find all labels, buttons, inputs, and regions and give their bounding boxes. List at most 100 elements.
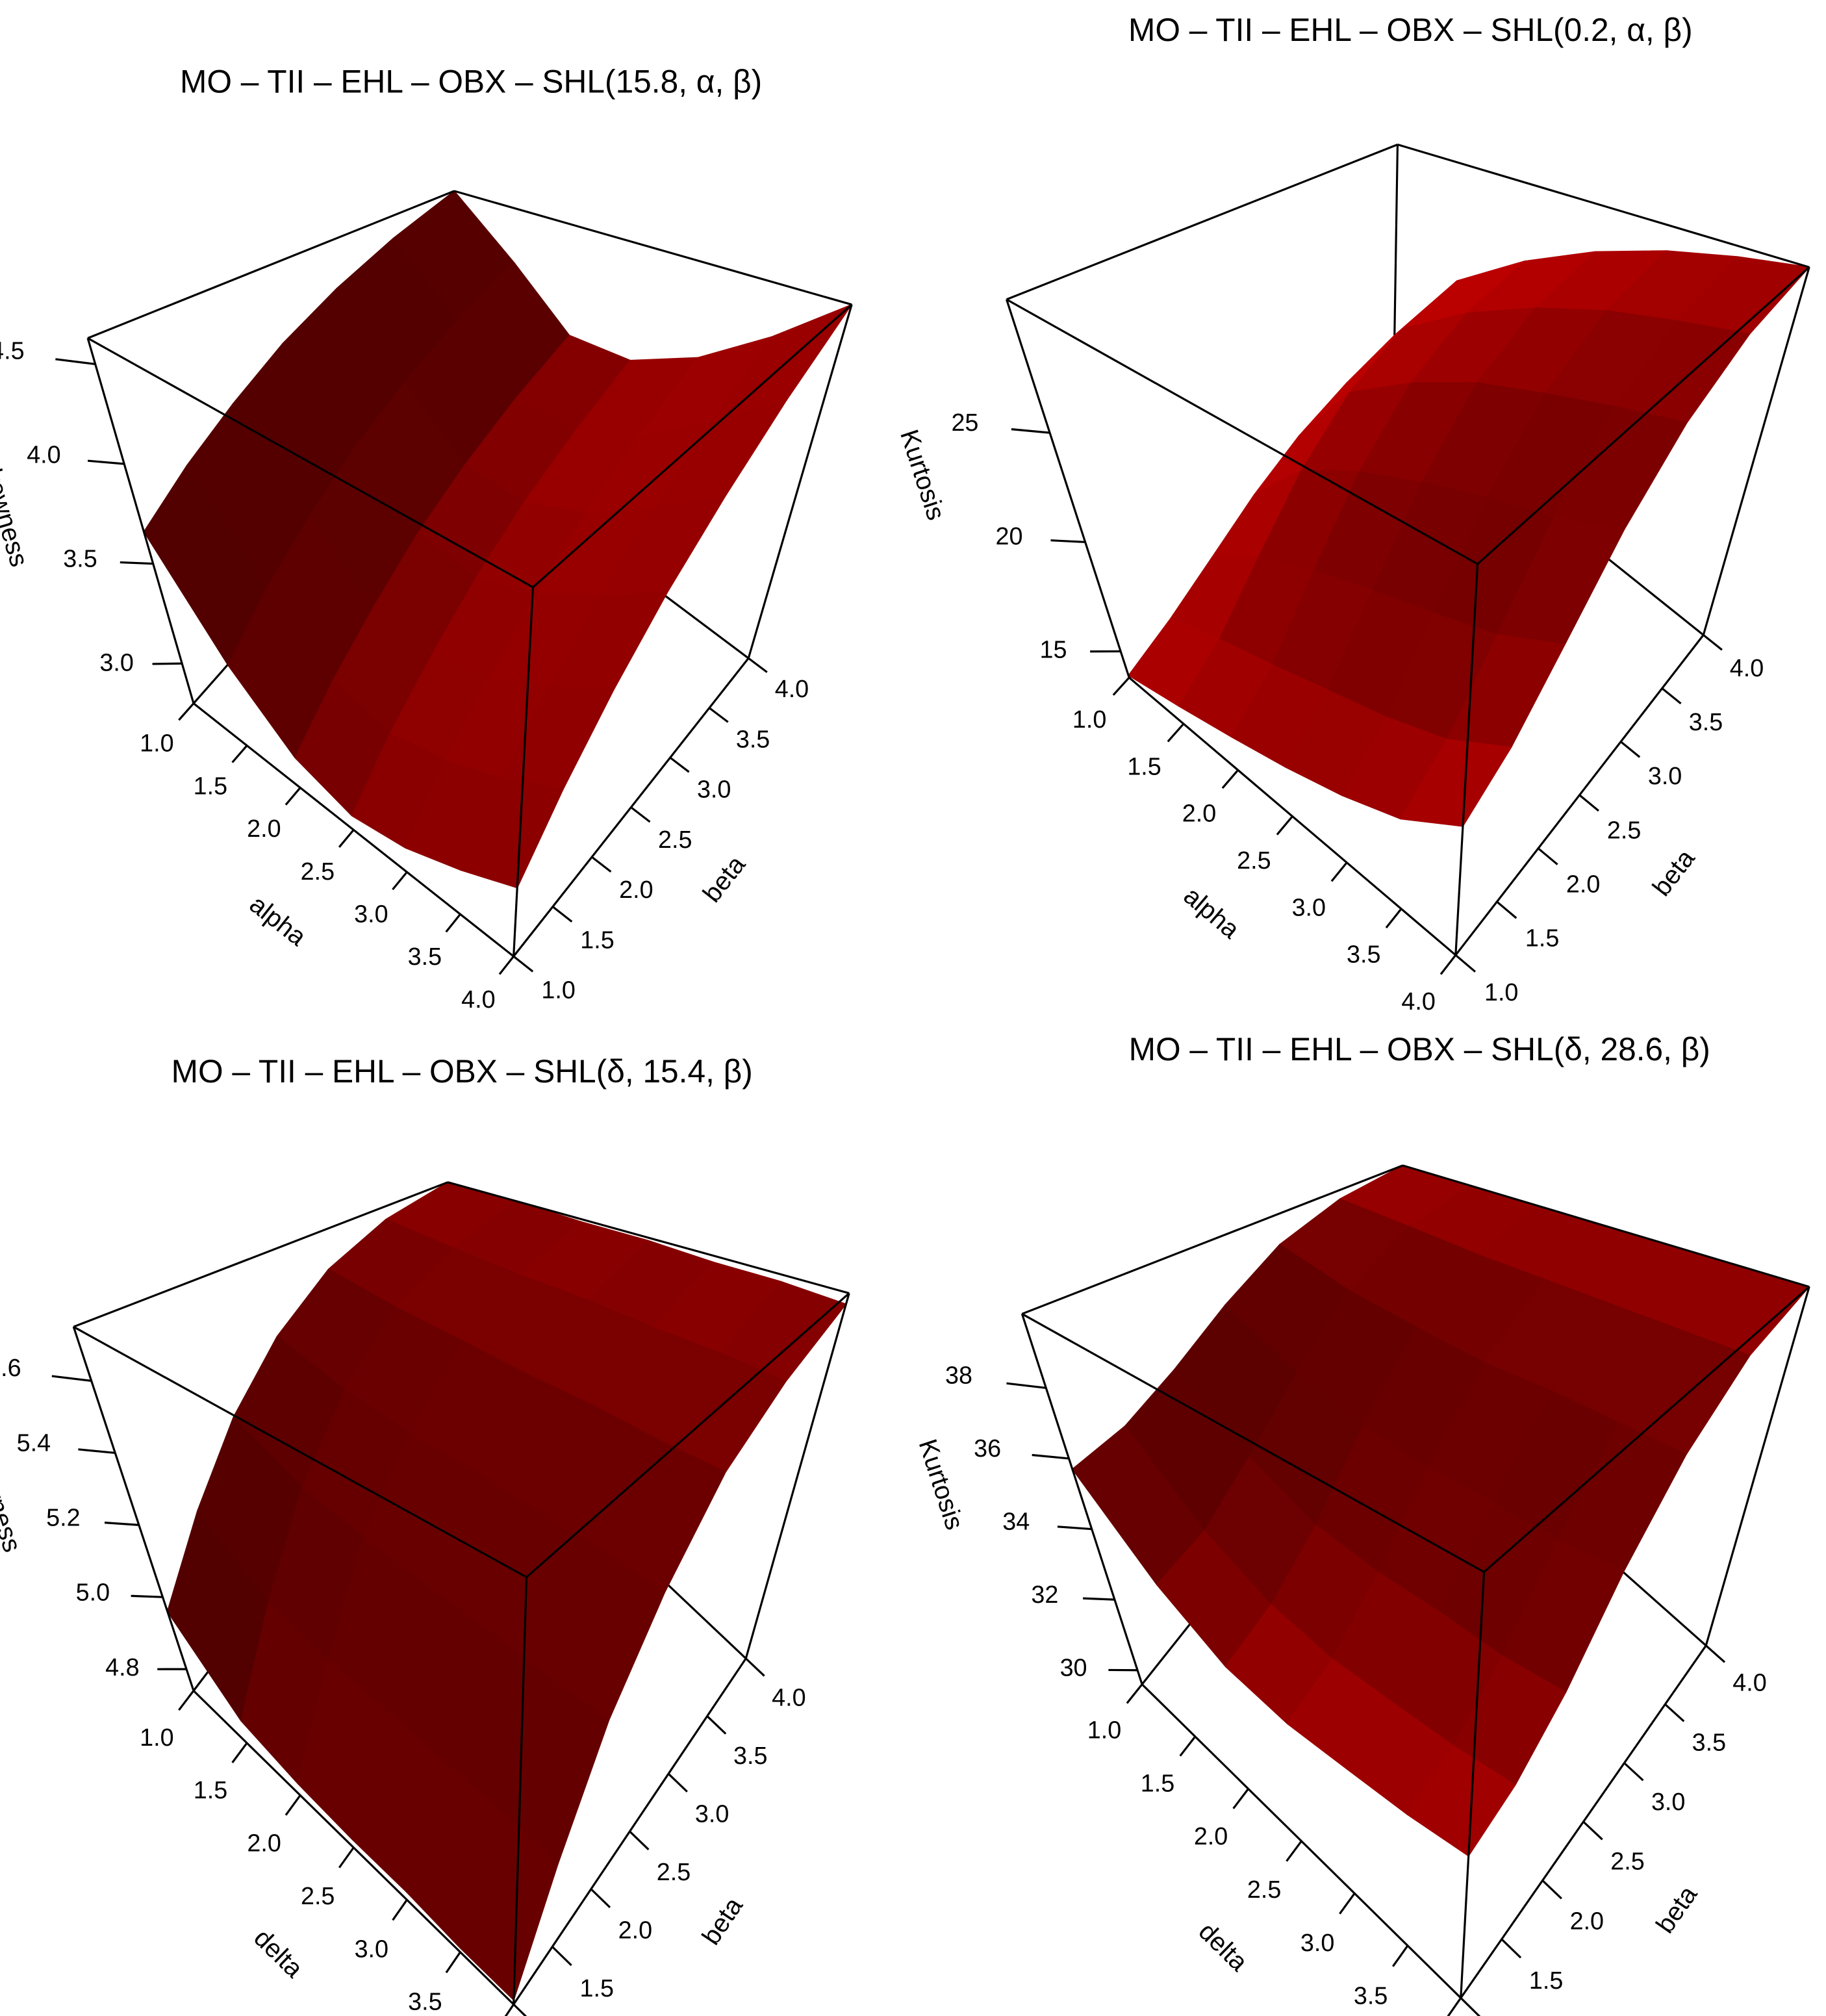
x-tick-label: 3.0: [354, 900, 388, 927]
x-tick-label: 2.0: [1194, 1822, 1228, 1850]
z-tick-label: 5.2: [46, 1503, 80, 1531]
box-edge: [532, 303, 853, 589]
x-tick-label: 2.0: [1182, 800, 1216, 827]
x-tick: [338, 1846, 355, 1869]
x-tick: [1330, 861, 1348, 882]
z-tick-label: 4.8: [105, 1653, 139, 1681]
box-edge: [513, 587, 535, 957]
y-tick: [1460, 1997, 1481, 2016]
x-tick-label: 4.0: [1401, 988, 1435, 1015]
y-tick-label: 4.0: [1730, 654, 1764, 682]
y-axis-label: beta: [1647, 844, 1701, 902]
box-edge: [1006, 299, 1130, 678]
y-tick: [629, 1830, 650, 1850]
x-tick: [1167, 723, 1185, 743]
z-tick: [1057, 1525, 1092, 1531]
z-tick-label: 38: [945, 1361, 972, 1388]
y-axis-label: beta: [1651, 1880, 1703, 1938]
box-edge: [744, 1293, 850, 1659]
box-edge: [87, 190, 455, 339]
x-tick: [285, 787, 301, 806]
z-tick-label: 3.0: [99, 648, 133, 676]
y-tick: [1579, 794, 1599, 812]
x-tick: [1447, 1997, 1462, 2016]
x-tick: [1179, 1735, 1197, 1757]
box-edge: [72, 1326, 195, 1691]
z-tick: [55, 358, 95, 365]
box-edge: [1397, 143, 1810, 268]
z-tick: [1083, 1597, 1115, 1601]
y-tick: [1705, 1644, 1726, 1663]
y-tick: [591, 856, 612, 873]
box-edge: [1460, 1572, 1486, 1998]
y-tick-label: 2.5: [1610, 1848, 1644, 1875]
z-tick: [1032, 1453, 1069, 1460]
y-tick-label: 4.0: [772, 1683, 805, 1711]
z-axis-label: Kurtosis: [894, 426, 950, 524]
x-tick: [504, 2004, 514, 2016]
x-axis-label: alpha: [244, 890, 312, 952]
y-tick: [590, 1888, 611, 1909]
x-tick-label: 2.0: [247, 1830, 281, 1857]
x-tick-label: 2.5: [301, 1882, 335, 1909]
x-tick: [338, 829, 355, 848]
y-tick: [1537, 847, 1558, 865]
x-tick: [1439, 954, 1457, 975]
box-edge: [73, 1181, 448, 1328]
y-tick: [1541, 1880, 1562, 1900]
box-edge: [1006, 298, 1478, 565]
y-tick: [667, 1773, 688, 1793]
y-tick-label: 4.0: [775, 675, 809, 702]
y-tick-label: 1.5: [1529, 1967, 1563, 1994]
z-tick-label: 34: [1002, 1508, 1030, 1535]
z-tick-label: 32: [1031, 1581, 1058, 1608]
x-tick: [1391, 1945, 1409, 1967]
surface-facet: [459, 1811, 559, 2001]
y-tick: [1664, 1703, 1685, 1722]
surface-chart: MO – TII – EHL – OBX – SHL(δ, 15.4, β) 1.…: [0, 1053, 850, 2016]
x-tick-label: 3.5: [408, 1988, 442, 2015]
x-axis-label: alpha: [1178, 882, 1245, 945]
y-tick-label: 3.0: [697, 776, 731, 803]
x-tick: [1126, 1683, 1143, 1704]
x-tick: [285, 1794, 301, 1816]
z-tick-label: 20: [995, 522, 1022, 550]
y-tick-label: 3.0: [1648, 762, 1682, 789]
y-tick: [706, 1715, 727, 1735]
box-edge: [1483, 1286, 1810, 1573]
surface-chart: MO – TII – EHL – OBX – SHL(δ, 28.6, β) 1.…: [913, 1031, 1810, 2016]
y-tick: [748, 657, 768, 673]
x-tick-label: 1.0: [1087, 1716, 1121, 1743]
z-tick-label: 30: [1060, 1654, 1087, 1681]
box-edge: [1021, 1312, 1485, 1574]
x-tick: [1286, 1840, 1302, 1862]
surface-chart: MO – TII – EHL – OBX – SHL(15.8, α, β) 1.…: [0, 63, 853, 1013]
z-tick: [87, 459, 125, 465]
y-axis-label: beta: [698, 850, 752, 908]
x-tick: [392, 1899, 408, 1921]
x-tick: [1276, 815, 1293, 836]
z-tick: [78, 1448, 116, 1454]
x-tick: [392, 871, 408, 891]
y-tick-label: 3.5: [1689, 708, 1723, 735]
box-edge: [453, 190, 852, 306]
z-tick: [131, 1594, 163, 1598]
y-tick: [1496, 900, 1517, 919]
box-edge: [1454, 564, 1479, 956]
chart-title: MO – TII – EHL – OBX – SHL(15.8, α, β): [180, 63, 762, 99]
box-edge: [747, 304, 853, 659]
y-tick: [1582, 1820, 1603, 1841]
surface-chart: MO – TII – EHL – OBX – SHL(0.2, α, β) 1.0…: [894, 12, 1810, 1015]
y-axis-label: beta: [696, 1892, 748, 1950]
y-tick: [669, 756, 690, 773]
x-tick-label: 2.5: [301, 858, 335, 885]
x-tick: [231, 745, 248, 763]
x-tick: [1112, 676, 1130, 696]
x-tick-label: 3.5: [408, 943, 442, 970]
y-tick-label: 2.0: [618, 1917, 652, 1944]
y-tick-label: 1.0: [541, 976, 575, 1004]
y-tick: [552, 1946, 572, 1967]
chart-title: MO – TII – EHL – OBX – SHL(δ, 28.6, β): [1129, 1031, 1710, 1067]
y-tick-label: 2.5: [658, 826, 692, 853]
